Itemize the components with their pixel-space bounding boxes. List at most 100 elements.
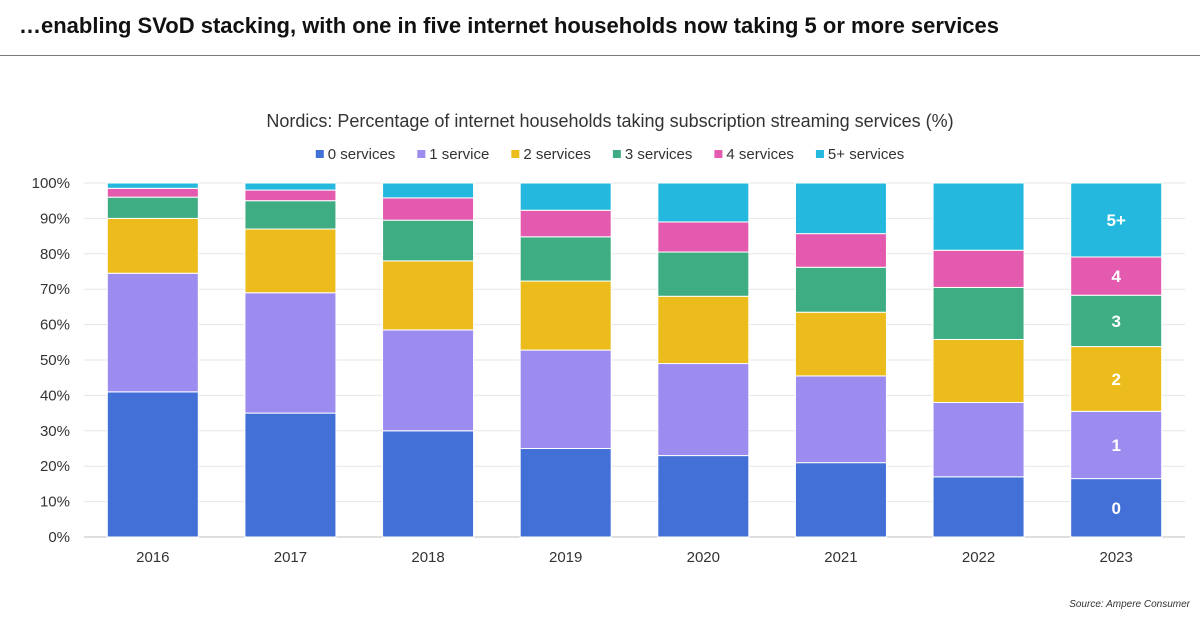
bar-2019-1-service [519,349,612,450]
y-tick-label: 30% [40,423,70,440]
segment-label-4-services: 4 [1111,267,1121,286]
bar-2019-2-services [519,280,612,351]
legend-swatch [714,150,723,158]
bar-2021-2-services [794,311,887,377]
legend-item-5plus-services: 5+ services [815,146,904,163]
bar-group-2022 [932,182,1025,538]
y-axis: 0% 10% 20% 30% 40% 50% 60% 70% 80% 90% 100% [32,175,70,546]
bar-2019-0-services [519,448,612,538]
bar-group-2017 [244,182,337,538]
segment-label-1-service: 1 [1111,436,1120,455]
y-tick-label: 70% [40,281,70,298]
y-tick-label: 50% [40,352,70,369]
bar-2016-1-service [106,272,199,393]
segment-label-0-services: 0 [1111,499,1120,518]
legend-item-4-services: 4 services [714,146,794,163]
y-tick-label: 100% [32,175,70,192]
legend-swatch [417,150,426,158]
bar-2017-5plus-services [244,182,337,191]
bar-2020-4-services [657,221,750,253]
bar-2021-4-services [794,233,887,268]
bar-group-2021 [794,182,887,538]
bar-2021-5plus-services [794,182,887,235]
bar-2022-4-services [932,249,1025,288]
x-tick-label-2017: 2017 [274,549,307,566]
bar-2018-2-services [382,260,475,331]
source-note: Source: Ampere Consumer [1069,599,1190,610]
x-tick-label-2018: 2018 [411,549,444,566]
legend-swatch [511,150,520,158]
x-axis: 2016 2017 2018 2019 2020 2021 2022 2023 [136,549,1133,566]
y-tick-label: 0% [48,529,70,546]
bar-2016-5plus-services [106,182,199,189]
bar-2022-1-service [932,401,1025,478]
legend-item-3-services: 3 services [612,146,693,163]
y-tick-label: 20% [40,458,70,475]
legend-item-1-service: 1 service [417,146,489,163]
y-tick-label: 90% [40,210,70,227]
x-tick-label-2016: 2016 [136,549,169,566]
legend: 0 services 1 service 2 services 3 services 4… [315,146,904,163]
bar-2023-2-services [1070,346,1163,412]
bar-2020-5plus-services [657,182,750,223]
chart-title: Nordics: Percentage of internet househol… [266,111,953,131]
bar-2022-5plus-services [932,182,1025,251]
legend-label: 3 services [625,146,693,163]
bar-group-2023: 0 1 2 3 4 5+ [1070,182,1163,538]
bar-2018-4-services [382,197,475,221]
bar-2022-3-services [932,286,1025,340]
bar-2020-2-services [657,295,750,365]
x-tick-label-2023: 2023 [1100,549,1133,566]
bar-2018-0-services [382,430,475,538]
y-tick-label: 60% [40,317,70,334]
x-tick-label-2019: 2019 [549,549,582,566]
bar-2016-0-services [106,391,199,538]
bar-2017-1-service [244,292,337,414]
x-tick-label-2021: 2021 [824,549,857,566]
legend-swatch [815,150,824,158]
bar-2023-5plus-services [1070,182,1163,258]
bar-2017-2-services [244,228,337,294]
bar-2017-4-services [244,189,337,202]
y-tick-label: 10% [40,494,70,511]
bar-2016-2-services [106,217,199,274]
x-tick-label-2022: 2022 [962,549,995,566]
legend-label: 0 services [328,146,396,163]
legend-swatch [612,150,621,158]
x-tick-label-2020: 2020 [687,549,720,566]
bar-group-2018 [382,182,475,538]
bars: 0 1 2 3 4 5+ [106,182,1163,538]
segment-label-5plus-services: 5+ [1106,211,1125,230]
bar-2022-2-services [932,338,1025,403]
bar-2020-1-service [657,363,750,457]
bar-2021-0-services [794,462,887,538]
bar-2018-3-services [382,219,475,262]
bar-2023-0-services [1070,478,1163,538]
legend-label: 5+ services [828,146,904,163]
segment-label-2-services: 2 [1111,370,1120,389]
bar-2021-1-service [794,375,887,464]
bar-2019-4-services [519,209,612,238]
bar-2022-0-services [932,476,1025,538]
bar-2021-3-services [794,266,887,313]
bar-2020-3-services [657,251,750,297]
y-tick-label: 80% [40,246,70,263]
headline: …enabling SVoD stacking, with one in fiv… [19,13,1000,38]
legend-item-2-services: 2 services [511,146,591,163]
divider [0,55,1200,56]
bar-group-2016 [106,182,199,538]
bar-2017-3-services [244,200,337,230]
bar-2016-4-services [106,187,199,198]
legend-item-0-services: 0 services [315,146,396,163]
bar-2018-5plus-services [382,182,475,199]
bar-2016-3-services [106,196,199,219]
bar-2019-5plus-services [519,182,612,211]
bar-2019-3-services [519,236,612,282]
y-tick-label: 40% [40,387,70,404]
bar-group-2020 [657,182,750,538]
bar-2018-1-service [382,329,475,432]
bar-2020-0-services [657,455,750,538]
bar-2017-0-services [244,412,337,538]
stacked-bar-chart: Nordics: Percentage of internet househol… [32,111,1185,566]
bar-2023-1-service [1070,410,1163,480]
